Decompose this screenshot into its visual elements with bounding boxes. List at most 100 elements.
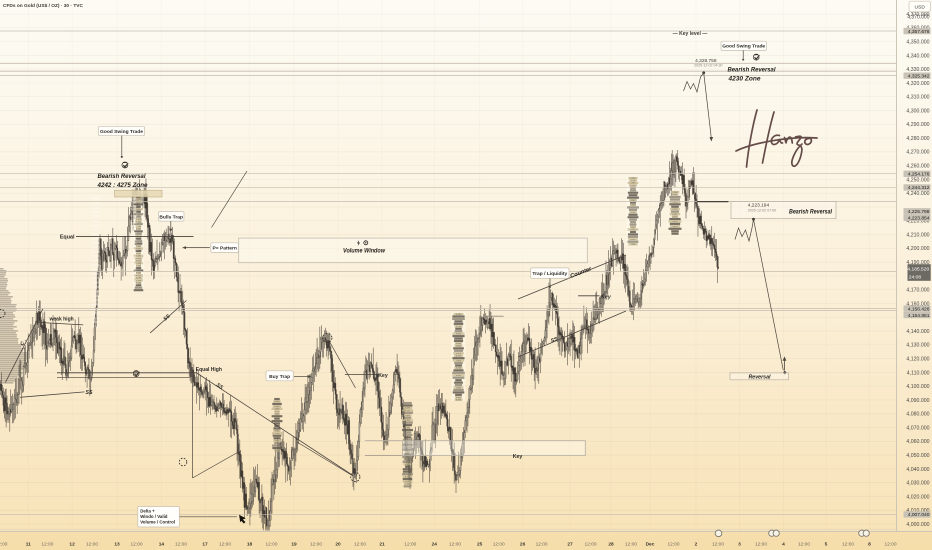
svg-text:4,090.000: 4,090.000 [906, 398, 929, 404]
svg-text:4,254.176: 4,254.176 [908, 172, 930, 178]
svg-text:4,070.000: 4,070.000 [906, 425, 929, 431]
svg-text:Key: Key [601, 294, 612, 300]
svg-text:83,109: 83,109 [92, 223, 100, 227]
svg-text:3.85K: 3.85K [456, 333, 462, 335]
svg-text:2.44K: 2.44K [136, 263, 142, 265]
svg-text:4,290.000: 4,290.000 [906, 122, 929, 128]
svg-text:Windo / Valid: Windo / Valid [140, 514, 168, 519]
svg-text:4.37K: 4.37K [136, 219, 142, 221]
svg-text:20: 20 [335, 541, 341, 547]
svg-text:5.20K: 5.20K [673, 192, 679, 194]
svg-text:Good Swing Trade: Good Swing Trade [100, 129, 143, 135]
svg-text:4.24K: 4.24K [136, 258, 142, 260]
svg-text:8: 8 [868, 541, 871, 547]
svg-text:2.34K: 2.34K [136, 265, 142, 267]
svg-text:4,120.000: 4,120.000 [906, 357, 929, 363]
svg-text:27: 27 [567, 541, 573, 547]
svg-text:59,972: 59,972 [92, 219, 100, 223]
svg-text:16,372: 16,372 [92, 307, 100, 311]
svg-text:58,440: 58,440 [92, 197, 100, 201]
svg-text:12: 12 [69, 541, 75, 547]
svg-text:24: 24 [432, 541, 438, 547]
svg-text:4,110.000: 4,110.000 [907, 370, 930, 376]
svg-text:12:00: 12:00 [449, 541, 461, 547]
svg-text:5.37K: 5.37K [405, 427, 411, 429]
svg-text:25: 25 [477, 541, 483, 547]
svg-text:weak high: weak high [49, 317, 74, 323]
svg-text:1.88K: 1.88K [456, 387, 462, 389]
svg-text:4,030.000: 4,030.000 [906, 481, 929, 487]
svg-text:4,223.194: 4,223.194 [748, 203, 770, 209]
svg-text:7.54K: 7.54K [673, 202, 679, 204]
svg-text:4,357.676: 4,357.676 [908, 29, 930, 35]
svg-text:8.28K: 8.28K [456, 397, 462, 399]
svg-text:4,240.000: 4,240.000 [906, 191, 929, 197]
svg-text:4: 4 [782, 541, 785, 547]
svg-text:98,282: 98,282 [92, 303, 100, 307]
svg-text:2.14K: 2.14K [275, 433, 281, 435]
svg-text:4,185.520: 4,185.520 [907, 267, 929, 273]
svg-text:12:00: 12:00 [712, 541, 724, 547]
svg-text:22,247: 22,247 [92, 298, 100, 302]
svg-text:89,126: 89,126 [92, 316, 100, 320]
svg-text:9.51K: 9.51K [405, 410, 411, 412]
svg-text:2.35K: 2.35K [131, 198, 138, 201]
svg-text:9.61K: 9.61K [131, 222, 138, 225]
svg-text:2.33K: 2.33K [131, 205, 138, 208]
svg-text:85,133: 85,133 [92, 263, 100, 267]
svg-text:1.83K: 1.83K [131, 242, 138, 245]
svg-text:3.78K: 3.78K [275, 431, 281, 433]
svg-text:12:00: 12:00 [625, 541, 637, 547]
svg-text:2: 2 [695, 541, 698, 547]
svg-text:6.29K: 6.29K [631, 178, 637, 180]
svg-text:4.77K: 4.77K [673, 209, 679, 211]
svg-text:8.56K: 8.56K [631, 200, 637, 202]
svg-text:4230 Zone: 4230 Zone [728, 76, 761, 83]
svg-text:4,300.000: 4,300.000 [906, 108, 929, 114]
svg-text:24:08: 24:08 [909, 274, 922, 280]
svg-text:3: 3 [738, 541, 741, 547]
svg-text:5.52K: 5.52K [131, 269, 138, 272]
svg-text:— Key level —: — Key level — [673, 31, 707, 37]
svg-text:50,271: 50,271 [92, 241, 100, 245]
svg-text:7.13K: 7.13K [136, 226, 142, 228]
svg-text:4,270.000: 4,270.000 [906, 150, 929, 156]
svg-text:4,210.000: 4,210.000 [906, 232, 929, 238]
svg-text:9.64K: 9.64K [456, 343, 462, 345]
svg-text:4,190.000: 4,190.000 [906, 260, 929, 266]
svg-text:8.79K: 8.79K [131, 215, 138, 218]
svg-text:1.58K: 1.58K [131, 249, 138, 252]
svg-text:13: 13 [114, 541, 120, 547]
svg-text:4,080.000: 4,080.000 [906, 412, 929, 418]
svg-text:7.49K: 7.49K [131, 276, 138, 279]
svg-text:Bulls Trap: Bulls Trap [159, 214, 183, 220]
svg-text:4242 : 4275 Zone: 4242 : 4275 Zone [97, 182, 148, 189]
svg-text:2025-12-02 07:00: 2025-12-02 07:00 [748, 209, 776, 213]
svg-text:Buy Trap: Buy Trap [269, 374, 290, 380]
svg-text:12:00: 12:00 [493, 541, 505, 547]
svg-text:4,340.000: 4,340.000 [906, 53, 929, 59]
svg-text:65,987: 65,987 [92, 267, 100, 271]
svg-text:Good Swing Trade: Good Swing Trade [722, 44, 765, 50]
svg-text:9.33K: 9.33K [405, 408, 411, 410]
svg-text:37,174: 37,174 [92, 276, 100, 280]
svg-text:Reversal: Reversal [749, 374, 771, 380]
svg-text:4,100.000: 4,100.000 [906, 384, 929, 390]
svg-text:7.34K: 7.34K [131, 259, 138, 262]
svg-text:3.28K: 3.28K [136, 202, 142, 204]
svg-text:5: 5 [825, 541, 828, 547]
svg-text:70,228: 70,228 [92, 285, 100, 289]
svg-text:2.56K: 2.56K [631, 185, 637, 187]
svg-text:11: 11 [26, 541, 31, 547]
svg-text:8.15K: 8.15K [136, 236, 142, 238]
svg-text:6.99K: 6.99K [136, 253, 142, 255]
svg-text:12:00: 12:00 [536, 541, 548, 547]
svg-text:4,244.312: 4,244.312 [908, 185, 930, 191]
svg-text:7.43K: 7.43K [405, 484, 411, 486]
svg-text:8.42K: 8.42K [673, 221, 679, 223]
svg-text:Equal: Equal [60, 235, 75, 241]
svg-text:12:00: 12:00 [755, 541, 767, 547]
svg-text:9.31K: 9.31K [631, 239, 637, 241]
svg-text:46,961: 46,961 [92, 272, 100, 276]
svg-text:12:00: 12:00 [86, 541, 98, 547]
